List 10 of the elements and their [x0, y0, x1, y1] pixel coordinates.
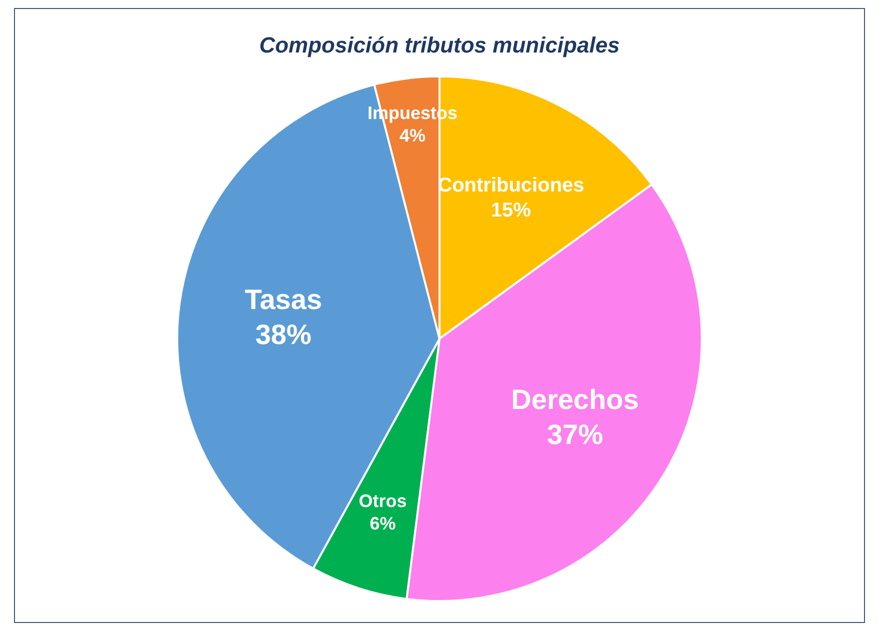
data-label: 37% — [546, 419, 604, 450]
data-label: 6% — [370, 514, 396, 534]
slice-label: Tasas — [244, 284, 322, 316]
slice-label: Derechos — [511, 384, 639, 416]
data-label: 4% — [400, 126, 426, 146]
data-label: 15% — [490, 199, 532, 222]
slice-label: Otros — [358, 491, 407, 512]
data-label: 38% — [255, 319, 312, 350]
chart-title: Composición tributos municipales — [259, 32, 620, 58]
slice-label: Contribuciones — [438, 174, 584, 196]
